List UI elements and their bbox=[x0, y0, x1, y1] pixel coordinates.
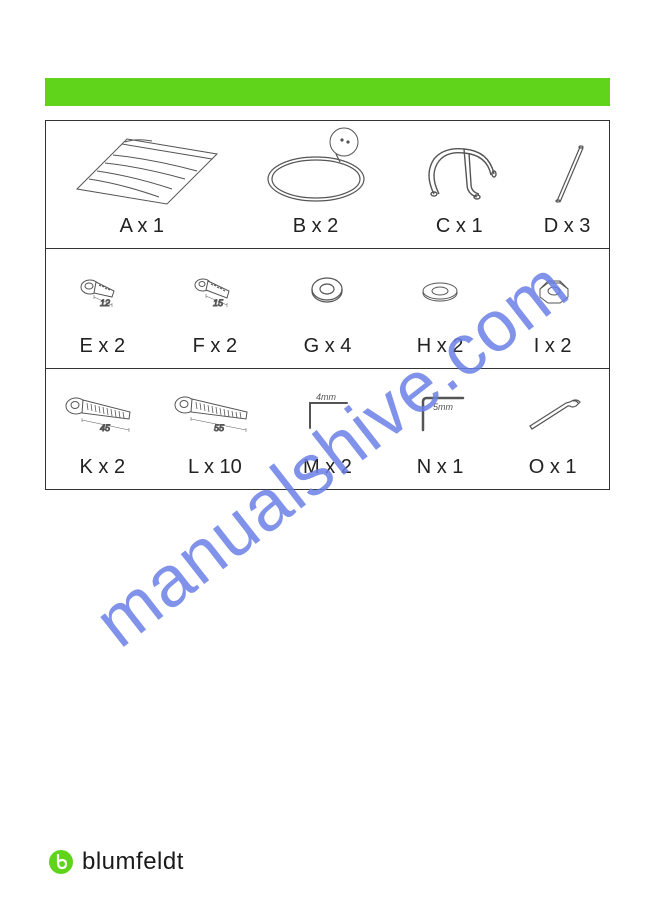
header-accent-bar bbox=[45, 78, 610, 106]
part-illus-N: 5mm bbox=[384, 380, 497, 450]
part-cell-H: H x 2 bbox=[384, 259, 497, 358]
part-cell-A: A x 1 bbox=[46, 129, 238, 238]
part-label-D: D x 3 bbox=[544, 215, 591, 238]
part-illus-E: 12 bbox=[46, 259, 159, 329]
part-cell-L: 55 L x 10 bbox=[159, 380, 272, 479]
part-cell-G: G x 4 bbox=[271, 259, 384, 358]
part-label-H: H x 2 bbox=[417, 335, 464, 358]
part-label-G: G x 4 bbox=[304, 335, 352, 358]
part-cell-I: I x 2 bbox=[496, 259, 609, 358]
brand-logo-icon bbox=[48, 849, 74, 875]
part-cell-E: 12 E x 2 bbox=[46, 259, 159, 358]
part-illus-I bbox=[496, 259, 609, 329]
part-cell-C: C x 1 bbox=[393, 139, 525, 238]
part-label-L: L x 10 bbox=[188, 456, 242, 479]
brand-logo: blumfeldt bbox=[48, 848, 184, 876]
part-label-C: C x 1 bbox=[436, 215, 483, 238]
part-illus-B bbox=[238, 134, 394, 209]
parts-row-3: 45 K x 2 55 bbox=[46, 369, 609, 489]
part-illus-K: 45 bbox=[46, 380, 159, 450]
part-cell-O: O x 1 bbox=[496, 380, 609, 479]
part-illus-M: 4mm bbox=[271, 380, 384, 450]
parts-row-1: A x 1 B x 2 bbox=[46, 121, 609, 249]
part-label-E: E x 2 bbox=[80, 335, 126, 358]
brand-name: blumfeldt bbox=[82, 848, 184, 876]
part-cell-N: 5mm N x 1 bbox=[384, 380, 497, 479]
svg-text:55: 55 bbox=[214, 423, 225, 433]
svg-text:12: 12 bbox=[100, 298, 110, 308]
part-label-O: O x 1 bbox=[529, 456, 577, 479]
part-label-I: I x 2 bbox=[534, 335, 572, 358]
part-cell-B: B x 2 bbox=[238, 134, 394, 238]
part-illus-O bbox=[496, 380, 609, 450]
svg-text:4mm: 4mm bbox=[316, 392, 337, 402]
part-illus-F: 15 bbox=[159, 259, 272, 329]
part-illus-H bbox=[384, 259, 497, 329]
part-illus-L: 55 bbox=[159, 380, 272, 450]
part-label-M: M x 2 bbox=[303, 456, 352, 479]
part-illus-D bbox=[525, 139, 609, 209]
part-illus-C bbox=[393, 139, 525, 209]
part-cell-M: 4mm M x 2 bbox=[271, 380, 384, 479]
part-cell-F: 15 F x 2 bbox=[159, 259, 272, 358]
part-label-A: A x 1 bbox=[120, 215, 164, 238]
parts-list-box: A x 1 B x 2 bbox=[45, 120, 610, 490]
svg-text:15: 15 bbox=[213, 298, 224, 308]
part-label-B: B x 2 bbox=[293, 215, 339, 238]
part-label-F: F x 2 bbox=[193, 335, 237, 358]
parts-row-2: 12 E x 2 15 bbox=[46, 249, 609, 369]
part-cell-D: D x 3 bbox=[525, 139, 609, 238]
part-illus-G bbox=[271, 259, 384, 329]
svg-text:5mm: 5mm bbox=[433, 402, 454, 412]
svg-text:45: 45 bbox=[100, 423, 111, 433]
part-cell-K: 45 K x 2 bbox=[46, 380, 159, 479]
part-label-N: N x 1 bbox=[417, 456, 464, 479]
part-label-K: K x 2 bbox=[80, 456, 126, 479]
part-illus-A bbox=[46, 129, 238, 209]
